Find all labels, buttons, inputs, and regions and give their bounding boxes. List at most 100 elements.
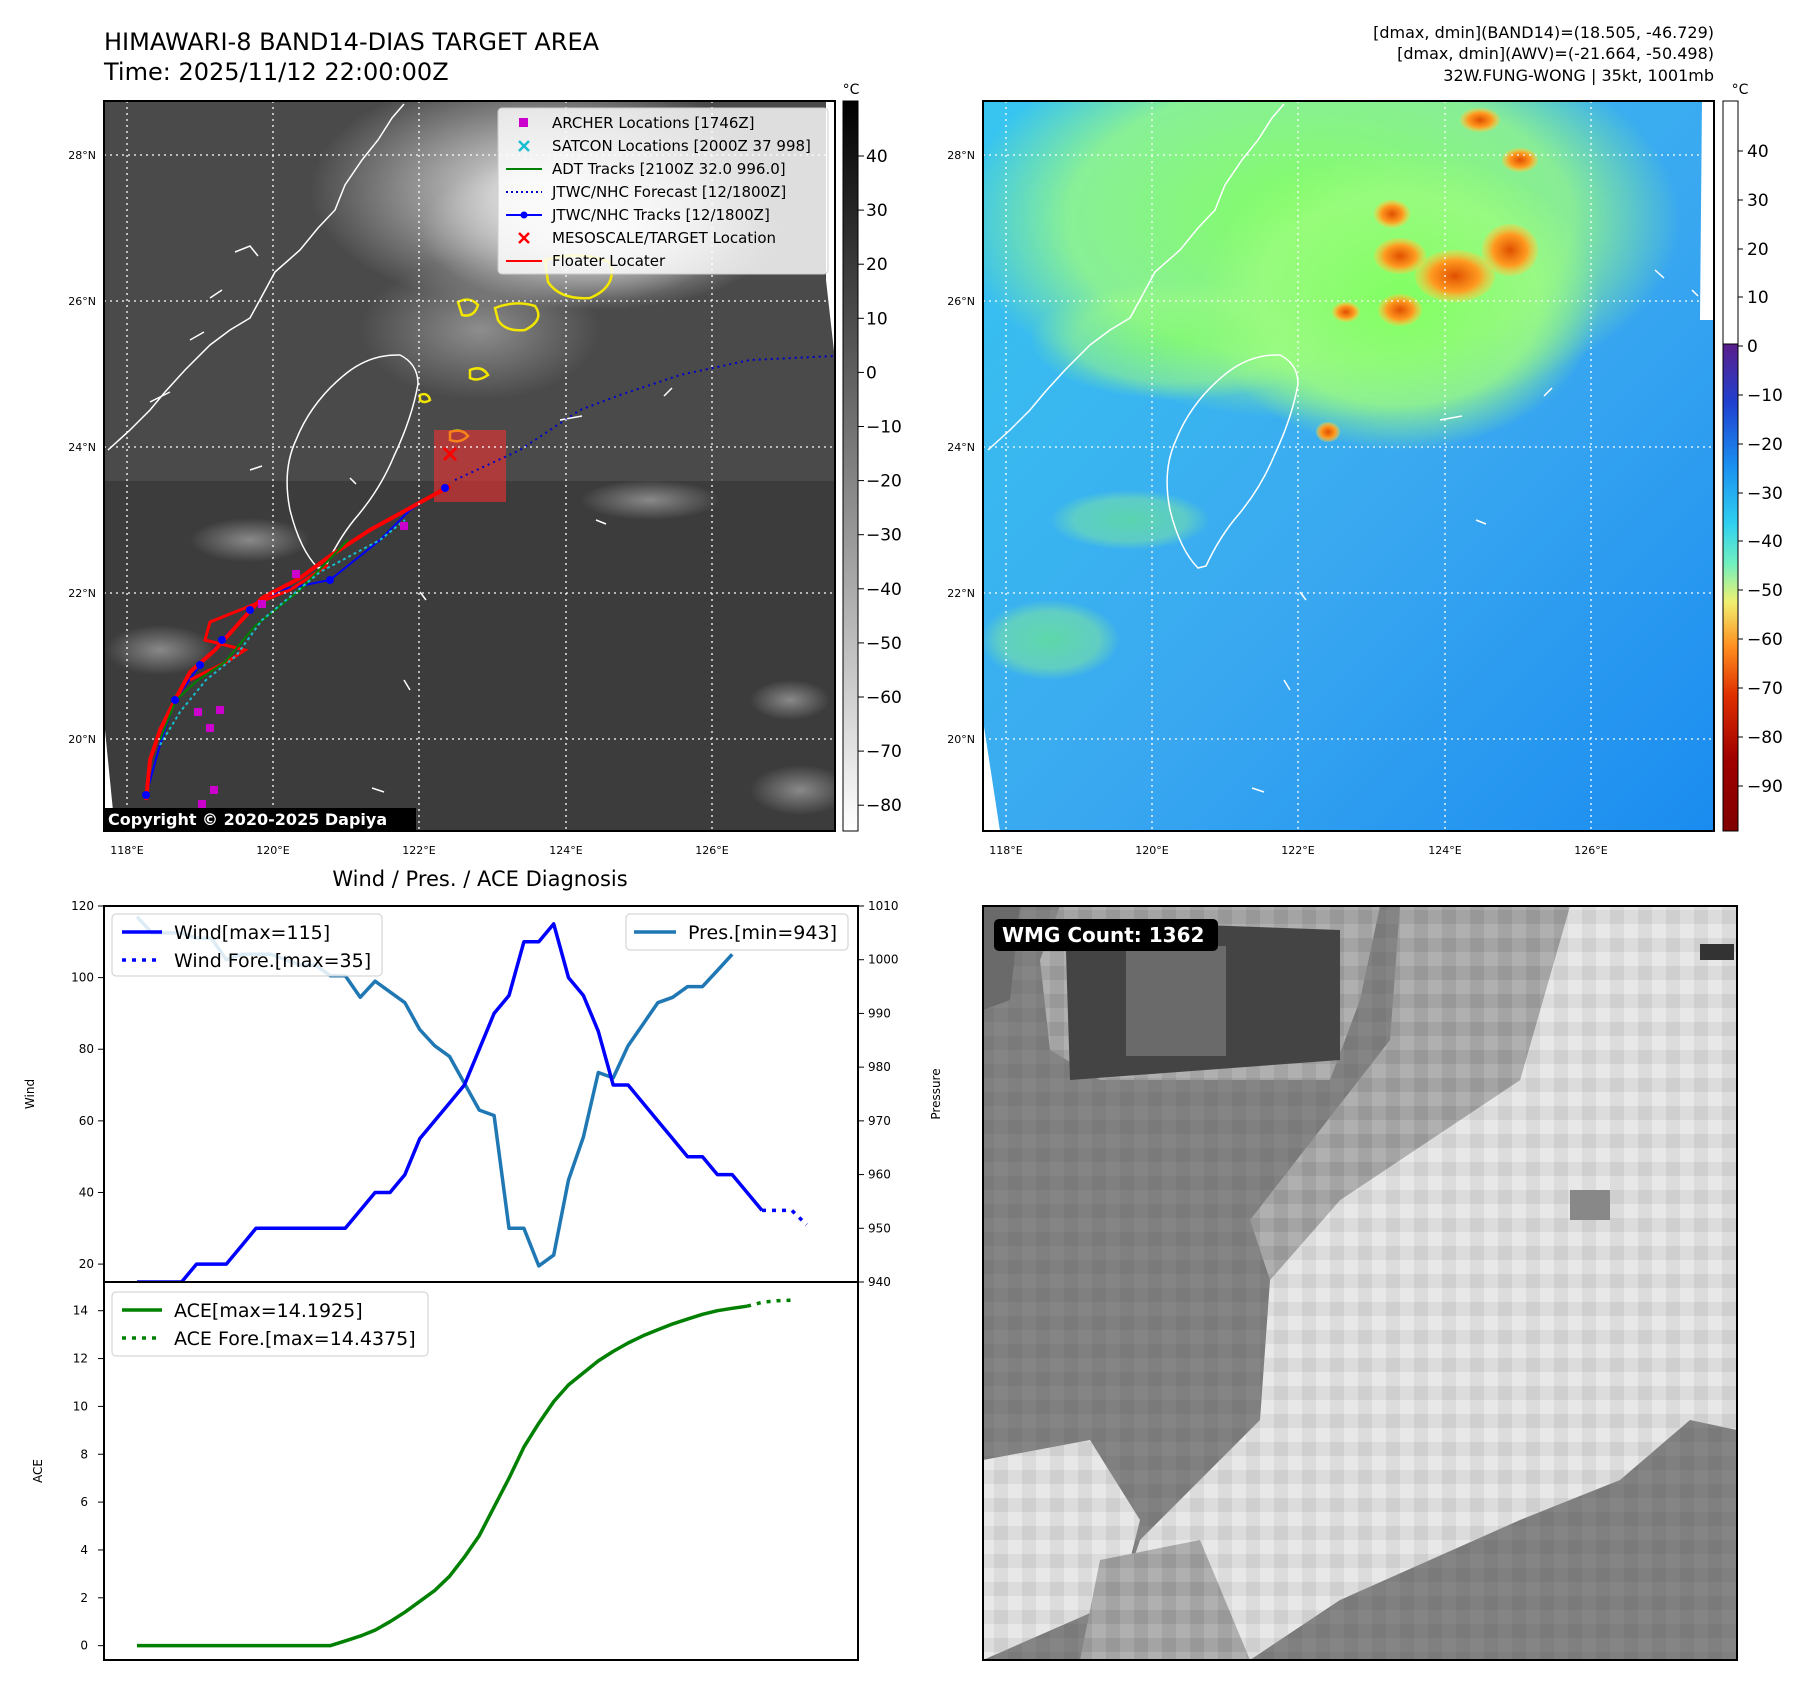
legend-label: SATCON Locations [2000Z 37 998]: [552, 137, 811, 155]
ace-legend-label: ACE Fore.[max=14.4375]: [174, 1328, 416, 1350]
awv-lon-label: 122°E: [1281, 844, 1314, 857]
jtwc-forecast-track: [454, 355, 835, 481]
awv-lat-labels: 28°N 26°N 24°N 22°N 20°N: [947, 149, 975, 746]
legend-label: ADT Tracks [2100Z 32.0 996.0]: [552, 160, 786, 178]
ace-legend-label: ACE[max=14.1925]: [174, 1300, 363, 1322]
legend-marker-x: [518, 140, 530, 152]
floater-locater-track: [144, 484, 451, 801]
legend-label: Floater Locater: [552, 252, 666, 270]
ir-imagery: ARCHER Locations [1746Z] SATCON Locations…: [104, 101, 835, 831]
awv-gridlines: [983, 101, 1714, 831]
ir-lon-label: 120°E: [256, 844, 289, 857]
ir-colorbar-tick-label: 10: [866, 309, 888, 329]
ir-lat-label: 20°N: [68, 733, 96, 746]
wmg-count-label: WMG Count: 1362: [1002, 923, 1204, 947]
legend-entry: ARCHER Locations [1746Z]: [519, 114, 755, 132]
legend-label: JTWC/NHC Tracks [12/1800Z]: [551, 206, 770, 224]
legend-marker-square: [519, 118, 528, 127]
awv-colorbar-tick-label: 30: [1747, 191, 1769, 211]
wind-legend-box: [111, 913, 383, 977]
awv-lon-label: 118°E: [989, 844, 1022, 857]
wind-forecast-series: [762, 1208, 808, 1226]
ir-lon-label: 124°E: [549, 844, 582, 857]
awv-lat-label: 20°N: [947, 733, 975, 746]
legend-entry: Floater Locater: [506, 252, 666, 270]
ir-lon-label: 126°E: [695, 844, 728, 857]
pressure-legend-label: Pres.[min=943]: [688, 922, 837, 944]
legend-label: MESOSCALE/TARGET Location: [552, 229, 776, 247]
legend-entry: JTWC/NHC Tracks [12/1800Z]: [506, 206, 770, 224]
awv-map-panel: 28°N 26°N 24°N 22°N 20°N 118°E 120°E 122°E 124°…: [947, 100, 1715, 857]
wmg-count-box: [994, 919, 1218, 951]
awv-map-frame: [982, 100, 1715, 832]
ir-map-frame: [103, 100, 836, 832]
wind-legend-label: Wind[max=115]: [174, 922, 330, 944]
legend-marker-dot: [520, 211, 528, 219]
ir-lon-label: 122°E: [402, 844, 435, 857]
legend-marker-x: [518, 232, 530, 244]
jtwc-track-points: [142, 484, 449, 799]
ir-colorbar-tick-label: 30: [866, 201, 888, 221]
ace-forecast-series: [746, 1298, 792, 1308]
awv-lon-label: 126°E: [1574, 844, 1607, 857]
pressure-tick-label: 1000: [868, 953, 899, 967]
wind-tick-label: 100: [71, 971, 94, 985]
ir-colorbar-tick-label: −30: [866, 526, 902, 546]
pressure-tick-label: 970: [868, 1114, 891, 1128]
diagnosis-title: Wind / Pres. / ACE Diagnosis: [332, 867, 627, 891]
ir-colorbar-tick-label: −40: [866, 580, 902, 600]
pressure-tick-label: 950: [868, 1221, 891, 1235]
awv-colorbar-tick-label: 40: [1747, 142, 1769, 162]
pressure-tick-label: 940: [868, 1275, 891, 1289]
map-legend: ARCHER Locations [1746Z] SATCON Locations…: [497, 107, 829, 275]
ace-tick-label: 0: [80, 1639, 88, 1653]
info-band14-range: [dmax, dmin](BAND14)=(18.505, -46.729): [1373, 23, 1714, 42]
ir-colorbar-unit: °C: [843, 82, 860, 98]
pressure-tick-label: 960: [868, 1168, 891, 1182]
ace-legend-box: [111, 1291, 429, 1357]
ir-colorbar-tick-label: 40: [866, 147, 888, 167]
awv-colorbar-tick-label: −60: [1747, 630, 1783, 650]
awv-colorbar-tick-label: 0: [1747, 337, 1758, 357]
legend-entry: ADT Tracks [2100Z 32.0 996.0]: [506, 160, 786, 178]
wind-tick-label: 20: [79, 1257, 94, 1271]
ir-colorbar-tick-label: −10: [866, 418, 902, 438]
awv-colorbar-tick-label: −90: [1747, 777, 1783, 797]
ace-axis-label: ACE: [31, 1459, 45, 1483]
awv-lon-labels: 118°E 120°E 122°E 124°E 126°E: [989, 844, 1607, 857]
wind-tick-label: 40: [79, 1185, 94, 1199]
pressure-tick-label: 990: [868, 1006, 891, 1020]
ir-colorbar: °C 40 30 20 10 0 −10 −20 −30 −40 −50 −60 −70 −80: [842, 82, 902, 832]
legend-entry: JTWC/NHC Forecast [12/1800Z]: [506, 183, 786, 201]
taiwan-coastline: [286, 354, 419, 569]
pressure-axis-label: Pressure: [929, 1068, 943, 1119]
ir-map-panel: ARCHER Locations [1746Z] SATCON Locations…: [68, 100, 836, 857]
ir-colorbar-tick-label: −20: [866, 472, 902, 492]
info-storm-id: 32W.FUNG-WONG | 35kt, 1001mb: [1443, 66, 1714, 85]
awv-colorbar-tick-label: −10: [1747, 386, 1783, 406]
ir-lat-labels: 28°N 26°N 24°N 22°N 20°N: [68, 149, 96, 746]
wmg-imagery: [983, 906, 1737, 1660]
ace-tick-label: 4: [80, 1543, 88, 1557]
ir-lat-label: 28°N: [68, 149, 96, 162]
legend-label: ARCHER Locations [1746Z]: [552, 114, 755, 132]
awv-imagery: [983, 101, 1714, 831]
awv-colorbar-tick-label: −40: [1747, 532, 1783, 552]
wind-tick-label: 80: [79, 1042, 94, 1056]
legend-entry: MESOSCALE/TARGET Location: [518, 229, 776, 247]
awv-colorbar-tick-label: −70: [1747, 679, 1783, 699]
taiwan-coastline-awv: [1166, 354, 1299, 569]
pressure-tick-label: 1010: [868, 899, 899, 913]
info-awv-range: [dmax, dmin](AWV)=(-21.664, -50.498): [1397, 44, 1714, 63]
wind-pressure-chart: Wind / Pres. / ACE Diagnosis Wind Pressu…: [23, 867, 943, 1289]
awv-colorbar-tick-label: −80: [1747, 728, 1783, 748]
ace-chart: ACE 0 2 4 6 8 10 12 14 ACE[max=14.1925] ACE Fore…: [31, 1281, 859, 1661]
awv-lat-label: 24°N: [947, 441, 975, 454]
ir-colorbar-tick-label: −60: [866, 688, 902, 708]
awv-colorbar-tick-label: −30: [1747, 484, 1783, 504]
wind-series: [137, 922, 764, 1284]
wmg-frame: [982, 905, 1738, 1661]
archer-locations: [194, 522, 408, 808]
copyright-label: Copyright © 2020-2025 Dapiya: [108, 810, 387, 829]
